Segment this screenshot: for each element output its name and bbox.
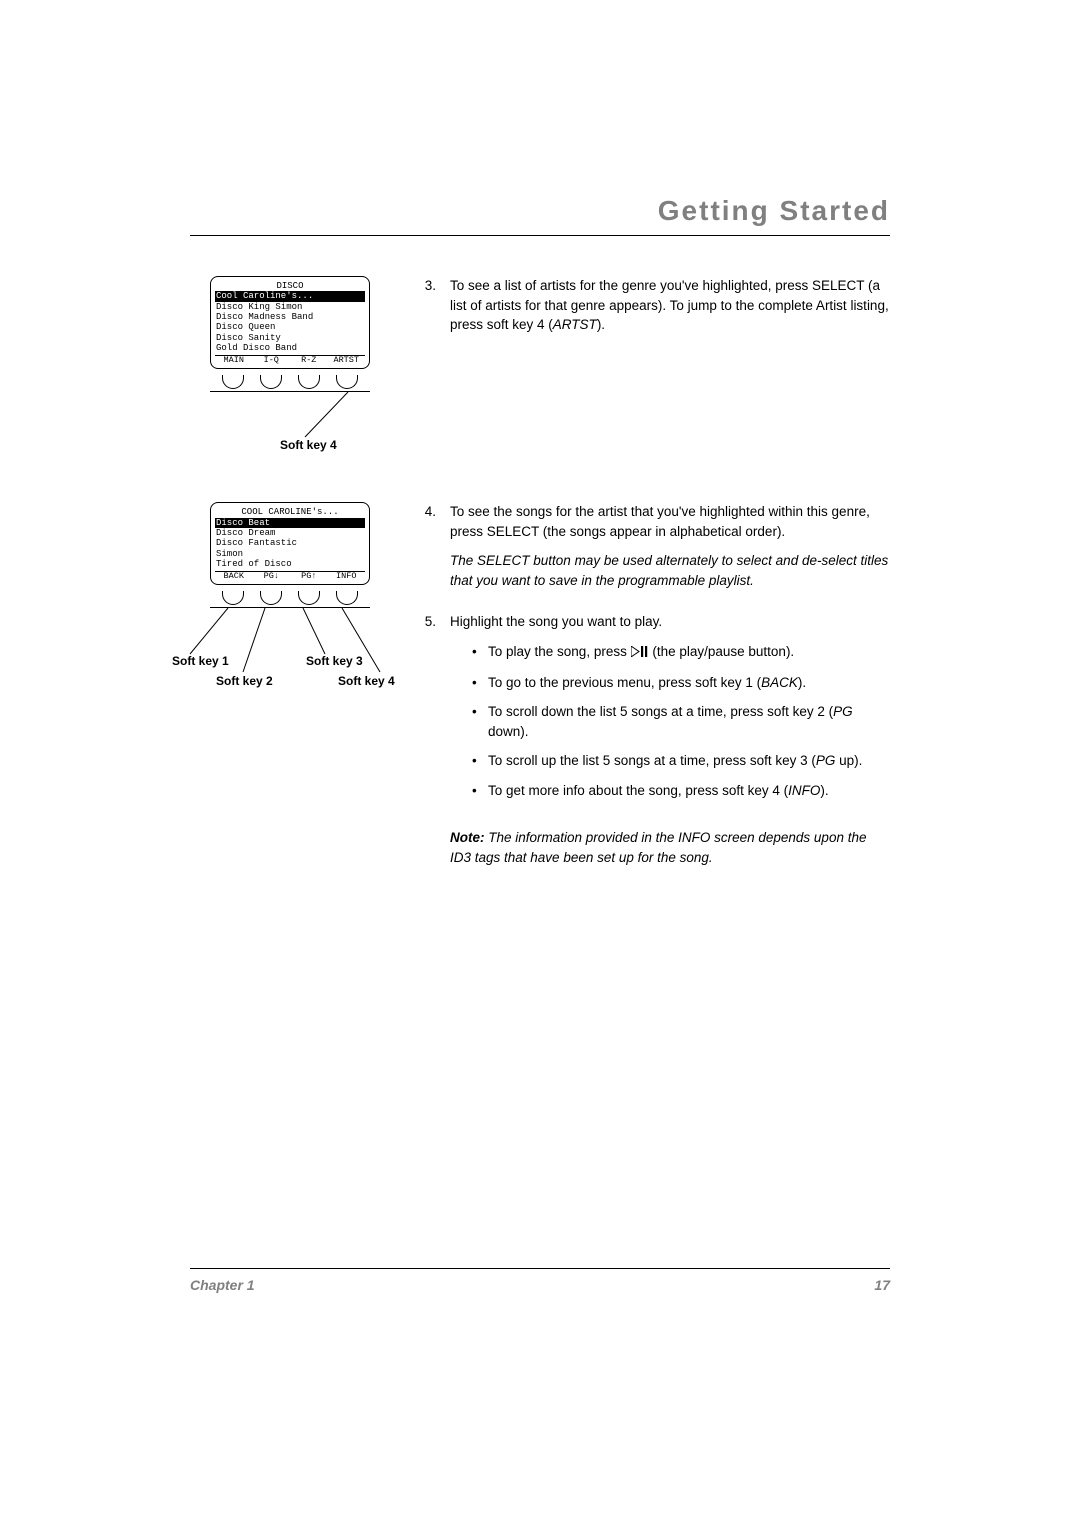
screen1-soft-2: I-Q <box>253 356 291 366</box>
device-illustration-1: DISCO Cool Caroline's...Disco King Simon… <box>190 276 390 472</box>
screen2-soft-1: BACK <box>215 572 253 582</box>
callout2-k1: Soft key 1 <box>172 654 229 668</box>
screen2-softlabels: BACK PG↓ PG↑ INFO <box>215 571 365 582</box>
bullet-info: To get more info about the song, press s… <box>472 781 890 801</box>
hw-softkey-2 <box>260 375 282 389</box>
play-pause-icon <box>631 643 649 663</box>
screen-list-row: Gold Disco Band <box>215 343 365 353</box>
hw-softkey-3b <box>298 591 320 605</box>
hw-softkey-1 <box>222 375 244 389</box>
screen1-title: DISCO <box>215 281 365 291</box>
bullet-pgdown: To scroll down the list 5 songs at a tim… <box>472 702 890 741</box>
device-illustration-2: COOL CAROLINE's... Disco BeatDisco Dream… <box>190 502 390 698</box>
screen-list-row: Simon <box>215 549 365 559</box>
callout-area-2: Soft key 1 Soft key 2 Soft key 3 Soft ke… <box>210 608 370 698</box>
screen2-soft-4: INFO <box>328 572 366 582</box>
callout-softkey4: Soft key 4 <box>280 438 337 452</box>
screen2-soft-3: PG↑ <box>290 572 328 582</box>
screen-list-row: Disco Beat <box>215 518 365 528</box>
step3-text: 3. To see a list of artists for the genr… <box>418 276 890 357</box>
step3-number: 3. <box>418 276 436 345</box>
screen-list-row: Disco Fantastic <box>215 538 365 548</box>
hw-buttons-row-2 <box>210 591 370 605</box>
screen-list-row: Disco Dream <box>215 528 365 538</box>
screen-list-row: Disco Queen <box>215 322 365 332</box>
screen2-title: COOL CAROLINE's... <box>215 507 365 517</box>
step5-bullets: To play the song, press (the play/pause … <box>472 642 890 800</box>
callout2-k2: Soft key 2 <box>216 674 273 688</box>
row-step-3: DISCO Cool Caroline's...Disco King Simon… <box>190 276 890 472</box>
hw-softkey-3 <box>298 375 320 389</box>
callout-area-1: Soft key 4 <box>210 392 370 472</box>
screen1-softlabels: MAIN I-Q R-Z ARTST <box>215 355 365 366</box>
step4-paragraph: To see the songs for the artist that you… <box>450 502 890 541</box>
hw-buttons-row-1 <box>210 375 370 389</box>
step4-number: 4. <box>418 502 436 600</box>
bottom-note: Note: The information provided in the IN… <box>450 828 890 867</box>
bullet-pgup: To scroll up the list 5 songs at a time,… <box>472 751 890 771</box>
step4-note: The SELECT button may be used alternatel… <box>450 551 890 590</box>
screen-list-row: Disco Sanity <box>215 333 365 343</box>
footer-chapter: Chapter 1 <box>190 1277 255 1293</box>
screen1-soft-1: MAIN <box>215 356 253 366</box>
step3-paragraph: To see a list of artists for the genre y… <box>450 276 890 335</box>
row-step-4-5: COOL CAROLINE's... Disco BeatDisco Dream… <box>190 502 890 889</box>
hw-softkey-2b <box>260 591 282 605</box>
screen-list-row: Cool Caroline's... <box>215 291 365 301</box>
hw-softkey-4 <box>336 375 358 389</box>
hw-softkey-1b <box>222 591 244 605</box>
steps-4-5-text: 4. To see the songs for the artist that … <box>418 502 890 889</box>
body-content: DISCO Cool Caroline's...Disco King Simon… <box>190 276 890 889</box>
bullet-play: To play the song, press (the play/pause … <box>472 642 890 663</box>
step5: 5. Highlight the song you want to play. … <box>418 612 890 877</box>
step4: 4. To see the songs for the artist that … <box>418 502 890 600</box>
step5-number: 5. <box>418 612 436 877</box>
lcd-screen-1: DISCO Cool Caroline's...Disco King Simon… <box>210 276 370 369</box>
page-content: Getting Started DISCO Cool Caroline's...… <box>190 195 890 919</box>
callout2-k3: Soft key 3 <box>306 654 363 668</box>
bullet-back: To go to the previous menu, press soft k… <box>472 673 890 693</box>
section-header: Getting Started <box>190 195 890 236</box>
screen-list-row: Tired of Disco <box>215 559 365 569</box>
screen1-soft-4: ARTST <box>328 356 366 366</box>
screen-list-row: Disco King Simon <box>215 302 365 312</box>
hw-softkey-4b <box>336 591 358 605</box>
screen2-soft-2: PG↓ <box>253 572 291 582</box>
screen1-soft-3: R-Z <box>290 356 328 366</box>
footer-page-number: 17 <box>874 1277 890 1293</box>
page-footer: Chapter 1 17 <box>190 1268 890 1293</box>
lcd-screen-2: COOL CAROLINE's... Disco BeatDisco Dream… <box>210 502 370 585</box>
step5-intro: Highlight the song you want to play. <box>450 612 890 632</box>
screen-list-row: Disco Madness Band <box>215 312 365 322</box>
callout2-k4: Soft key 4 <box>338 674 395 688</box>
